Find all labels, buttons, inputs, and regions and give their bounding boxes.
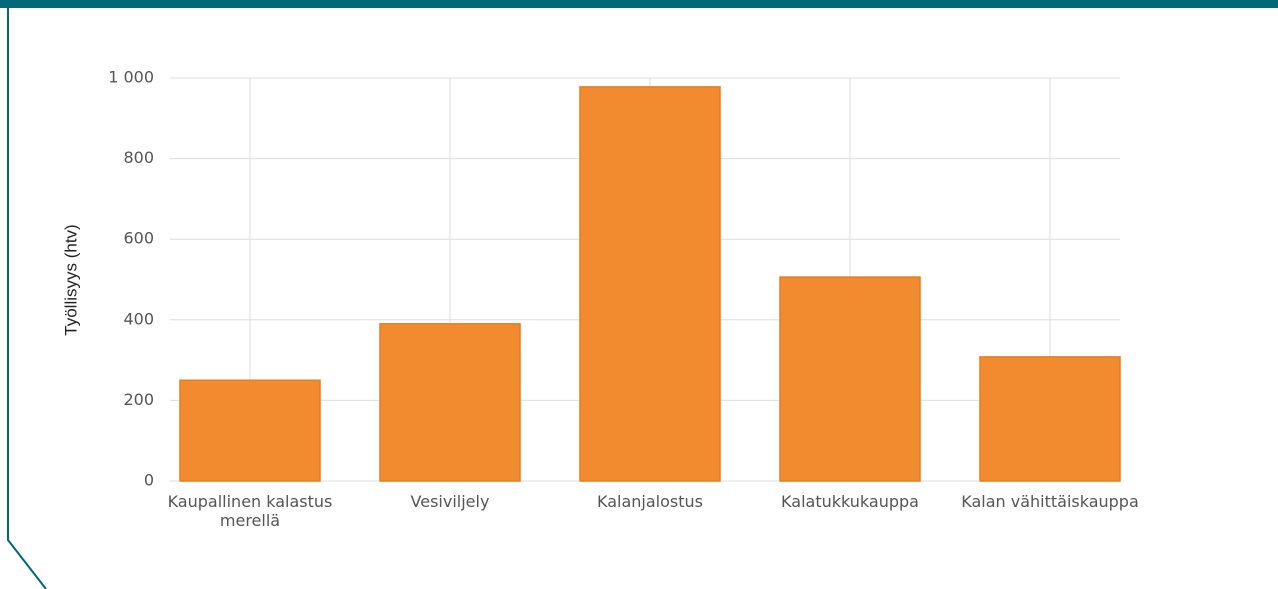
y-tick-label: 600 [123, 229, 154, 248]
x-tick-label: Kalatukkukauppa [781, 492, 919, 511]
bar [579, 86, 721, 482]
top-bar [0, 0, 1278, 8]
x-tick-label: Vesiviljely [410, 492, 490, 511]
bar [779, 276, 921, 482]
x-tick-label: Kalan vähittäiskauppa [961, 492, 1139, 511]
y-axis-label: Työllisyys (htv) [61, 224, 80, 335]
bar [379, 323, 521, 482]
x-tick-label: Kaupallinen kalastus merellä [167, 492, 333, 530]
y-tick-label: 200 [123, 390, 154, 409]
frame-border [7, 8, 47, 589]
x-tick-label: Kalanjalostus [597, 492, 703, 511]
y-tick-label: 800 [123, 148, 154, 167]
y-tick-label: 1 000 [108, 68, 154, 87]
bar [179, 379, 321, 482]
y-tick-label: 400 [123, 309, 154, 328]
bar [979, 356, 1121, 482]
y-tick-label: 0 [144, 471, 154, 490]
